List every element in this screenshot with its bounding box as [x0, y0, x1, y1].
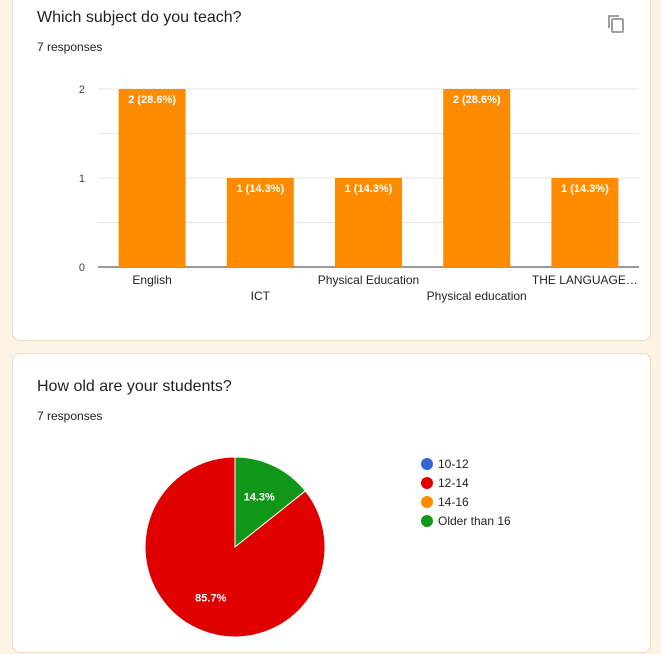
legend-swatch: [421, 514, 433, 527]
y-tick-label: 0: [79, 262, 85, 274]
bar-data-label: 1 (14.3%): [345, 183, 393, 195]
legend-swatch: [421, 457, 433, 470]
question-title: Which subject do you teach?: [37, 9, 242, 26]
pie-slice-label: 14.3%: [244, 492, 275, 504]
copy-icon[interactable]: [606, 13, 626, 35]
legend-swatch: [421, 476, 433, 489]
legend-item: 10-12: [421, 454, 511, 473]
legend-label: 10-12: [438, 456, 469, 471]
legend-item: Older than 16: [421, 511, 511, 530]
bar-data-label: 2 (28.6%): [128, 94, 176, 106]
pie-legend: 10-12 12-14 14-16 Older than 16: [421, 454, 511, 530]
x-tick-label: English: [132, 273, 171, 287]
x-tick-label: Physical education: [427, 289, 527, 303]
y-tick-label: 2: [79, 84, 85, 96]
legend-label: Older than 16: [438, 513, 511, 528]
response-count: 7 responses: [37, 409, 103, 423]
pie-slice: [234, 456, 307, 549]
bar-data-label: 1 (14.3%): [561, 183, 609, 195]
legend-label: 12-14: [438, 475, 469, 490]
pie-slice: [144, 456, 326, 638]
age-question-card: How old are your students? 7 responses 1…: [12, 353, 651, 653]
bar-data-label: 2 (28.6%): [453, 94, 501, 106]
subject-question-card: Which subject do you teach? 7 responses …: [12, 0, 651, 341]
y-tick-label: 1: [79, 173, 85, 185]
question-title: How old are your students?: [37, 378, 232, 395]
bar: [443, 89, 511, 267]
bar-data-label: 1 (14.3%): [236, 183, 284, 195]
legend-label: 14-16: [438, 494, 469, 509]
bar: [118, 89, 186, 267]
bar: [226, 178, 294, 267]
legend-swatch: [421, 495, 433, 508]
bar: [551, 178, 619, 267]
bar-chart: 0 1 2 2 (28.6%) English 1 (14.3%) ICT 1 (14.3%)…: [79, 84, 639, 303]
x-tick-label: ICT: [251, 289, 271, 303]
x-tick-label: Physical Education: [318, 273, 419, 287]
legend-item: 12-14: [421, 473, 511, 492]
pie-slice-label: 85.7%: [195, 592, 226, 604]
response-count: 7 responses: [37, 40, 103, 54]
bar: [335, 178, 402, 267]
legend-item: 14-16: [421, 492, 511, 511]
pie-chart: 14.3% 85.7%: [144, 456, 326, 638]
x-tick-label: THE LANGUAGE…: [532, 273, 638, 287]
